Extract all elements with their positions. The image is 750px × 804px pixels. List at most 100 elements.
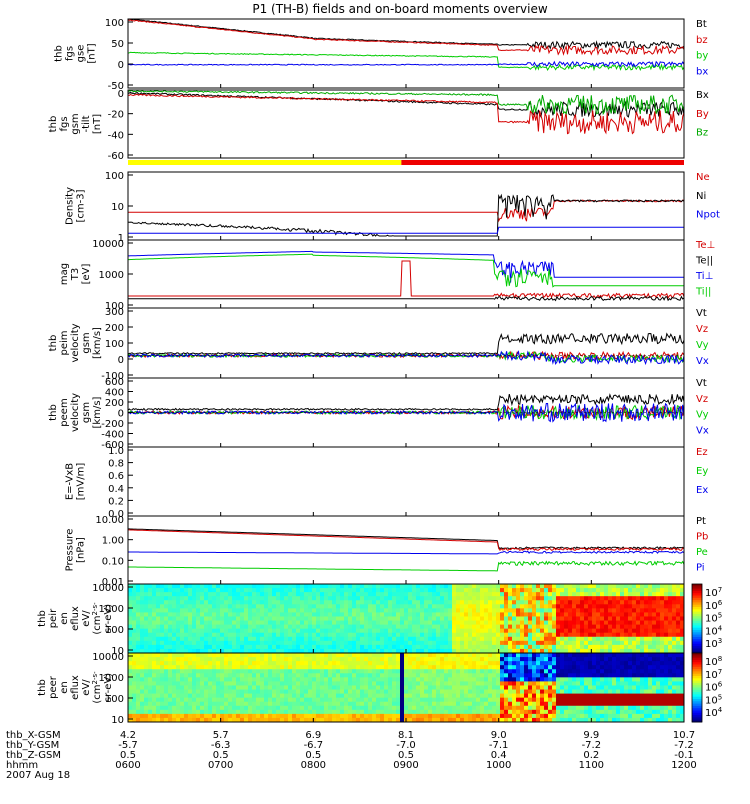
heatmap-cell [176,694,180,698]
heatmap-cell [596,592,600,596]
heatmap-cell [308,616,312,620]
heatmap-cell [348,588,352,592]
heatmap-cell [240,637,244,641]
heatmap-cell [220,673,224,677]
heatmap-cell [464,665,468,669]
heatmap-cell [336,625,340,629]
heatmap-cell [392,653,396,657]
heatmap-cell [448,673,452,677]
heatmap-cell [556,657,560,661]
heatmap-cell [236,685,240,689]
heatmap-cell [364,645,368,649]
heatmap-cell [156,616,160,620]
heatmap-cell [492,592,496,596]
heatmap-cell [480,677,484,681]
heatmap-cell [596,669,600,673]
heatmap-cell [664,702,668,706]
heatmap-cell [364,665,368,669]
heatmap-cell [360,625,364,629]
heatmap-cell [484,706,488,710]
heatmap-cell [264,657,268,661]
heatmap-cell [632,694,636,698]
heatmap-cell [320,584,324,588]
heatmap-cell [236,702,240,706]
heatmap-cell [524,584,528,588]
heatmap-cell [504,600,508,604]
heatmap-cell [240,702,244,706]
heatmap-cell [160,698,164,702]
heatmap-cell [472,698,476,702]
heatmap-cell [616,694,620,698]
heatmap-cell [196,685,200,689]
heatmap-cell [304,600,308,604]
heatmap-cell [328,706,332,710]
heatmap-cell [656,698,660,702]
heatmap-cell [340,685,344,689]
heatmap-cell [192,698,196,702]
heatmap-cell [236,669,240,673]
heatmap-cell [272,641,276,645]
heatmap-cell [200,681,204,685]
heatmap-cell [672,588,676,592]
heatmap-cell [332,714,336,718]
heatmap-cell [176,641,180,645]
heatmap-cell [440,608,444,612]
heatmap-cell [540,702,544,706]
heatmap-cell [292,685,296,689]
heatmap-cell [592,641,596,645]
heatmap-cell [496,633,500,637]
heatmap-cell [492,665,496,669]
heatmap-cell [468,657,472,661]
heatmap-cell [588,616,592,620]
heatmap-cell [464,669,468,673]
heatmap-cell [352,690,356,694]
heatmap-cell [472,584,476,588]
heatmap-cell [512,710,516,714]
heatmap-cell [140,698,144,702]
heatmap-cell [396,669,400,673]
heatmap-cell [412,694,416,698]
heatmap-cell [336,710,340,714]
heatmap-cell [352,596,356,600]
heatmap-cell [168,637,172,641]
heatmap-cell [652,584,656,588]
heatmap-cell [416,677,420,681]
heatmap-cell [432,653,436,657]
heatmap-cell [388,637,392,641]
heatmap-cell [592,710,596,714]
heatmap-cell [320,714,324,718]
heatmap-cell [364,698,368,702]
heatmap-cell [372,677,376,681]
heatmap-cell [424,673,428,677]
legend-Ti||: Ti|| [695,287,711,298]
heatmap-cell [476,596,480,600]
heatmap-cell [524,608,528,612]
heatmap-cell [572,641,576,645]
heatmap-cell [264,612,268,616]
heatmap-cell [432,694,436,698]
heatmap-cell [368,685,372,689]
heatmap-cell [552,665,556,669]
heatmap-cell [504,641,508,645]
heatmap-cell [636,694,640,698]
y-axis-label: thb [48,404,59,421]
heatmap-cell [448,596,452,600]
heatmap-cell [648,612,652,616]
heatmap-cell [344,612,348,616]
heatmap-cell [224,616,228,620]
heatmap-cell [572,625,576,629]
heatmap-cell [524,673,528,677]
heatmap-cell [172,592,176,596]
heatmap-cell [668,633,672,637]
heatmap-cell [628,633,632,637]
heatmap-cell [472,604,476,608]
heatmap-cell [600,588,604,592]
heatmap-cell [324,584,328,588]
heatmap-cell [428,588,432,592]
series-line-Ti|| [128,254,684,287]
heatmap-cell [240,621,244,625]
heatmap-cell [384,653,388,657]
legend-Vx: Vx [696,356,709,367]
heatmap-cell [604,665,608,669]
heatmap-cell [148,637,152,641]
